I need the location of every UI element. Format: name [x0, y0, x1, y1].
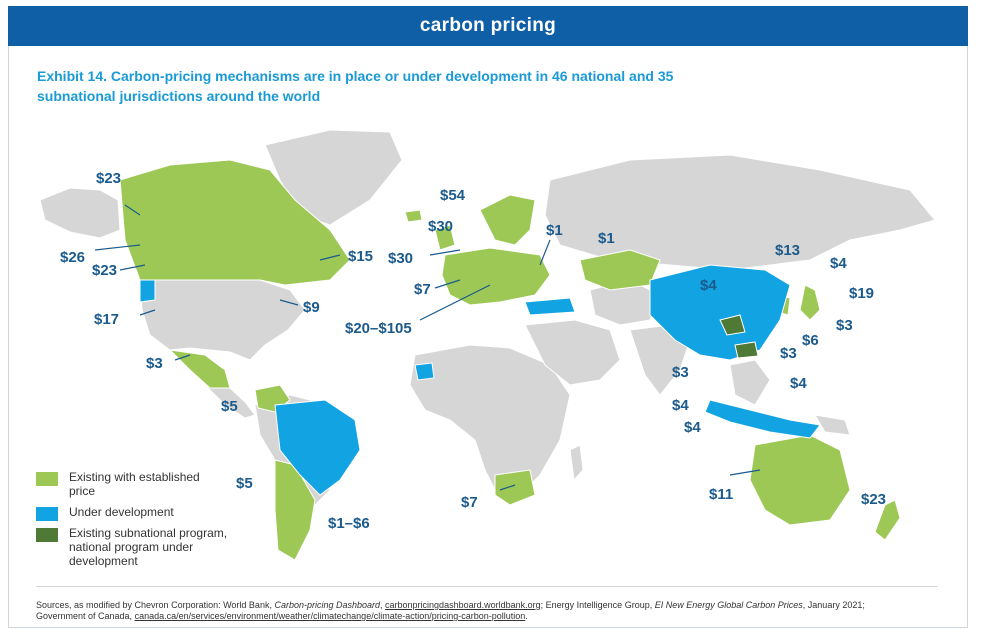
- south-africa: [494, 469, 536, 506]
- section-banner: carbon pricing: [8, 6, 968, 46]
- price-label-guangdong: $4: [790, 375, 807, 392]
- usa: [139, 279, 306, 361]
- australia: [749, 434, 851, 526]
- price-label-sweden: $54: [440, 187, 466, 204]
- sources-mid: ; Energy Intelligence Group,: [540, 600, 655, 610]
- legend-swatch-existing: [36, 472, 58, 486]
- china-hubei: [719, 314, 746, 336]
- papua-new-guinea: [814, 414, 851, 436]
- price-label-argentina: $1–$6: [328, 515, 370, 532]
- legend-item-subnational: Existing subnational program, national p…: [36, 526, 229, 568]
- banner-title: carbon pricing: [419, 15, 557, 36]
- china-guangdong: [734, 341, 759, 359]
- price-label-south-africa: $7: [461, 494, 478, 511]
- price-label-mexico: $3: [146, 355, 163, 372]
- iceland: [404, 209, 423, 223]
- price-label-fujian: $3: [780, 345, 797, 362]
- sources-ei-title: EI New Energy Global Carbon Prices: [654, 600, 803, 610]
- sources-divider: [36, 586, 938, 587]
- sources-wb-title: Carbon-pricing Dashboard: [274, 600, 381, 610]
- europe-west: [441, 247, 551, 306]
- price-label-china-north: $13: [775, 242, 800, 259]
- price-labels: $23 $26 $23 $17 $3 $15 $9 $5 $5 $1–$6 $5…: [60, 170, 886, 532]
- price-label-chongqing: $3: [672, 364, 689, 381]
- price-label-ukraine: $1: [546, 222, 563, 239]
- madagascar: [569, 444, 584, 482]
- turkey: [524, 297, 576, 316]
- price-label-australia: $11: [709, 486, 733, 503]
- southeast-asia: [729, 359, 771, 406]
- map-legend: Existing with established price Under de…: [36, 470, 229, 575]
- price-label-korea: $19: [849, 285, 874, 302]
- price-label-hubei: $4: [672, 397, 689, 414]
- price-label-alberta: $23: [96, 170, 121, 187]
- price-label-new-zealand: $23: [861, 491, 886, 508]
- price-label-japan: $3: [836, 317, 853, 334]
- legend-swatch-under-development: [36, 507, 58, 521]
- africa: [409, 344, 571, 501]
- price-label-kazakhstan: $1: [598, 230, 615, 247]
- world-map: $23 $26 $23 $17 $3 $15 $9 $5 $5 $1–$6 $5…: [39, 129, 936, 561]
- middle-east: [524, 319, 621, 386]
- sources-mid2: , January 2021;: [802, 600, 865, 610]
- sources-gc-link[interactable]: canada.ca/en/services/environment/weathe…: [134, 611, 526, 621]
- europe-scandinavia: [479, 194, 536, 246]
- price-label-eu: $20–$105: [345, 320, 412, 337]
- price-label-shenzhen: $4: [684, 419, 701, 436]
- price-label-bc: $26: [60, 249, 85, 266]
- price-label-uk: $30: [388, 250, 413, 267]
- price-label-chile: $5: [236, 475, 253, 492]
- sources-lead: Sources, as modified by Chevron Corporat…: [36, 600, 275, 610]
- price-label-shanghai: $6: [802, 332, 819, 349]
- indonesia: [704, 399, 821, 439]
- price-label-rggi: $9: [303, 299, 320, 316]
- sources-end: .: [525, 611, 528, 621]
- legend-label-subnational: Existing subnational program, national p…: [69, 526, 228, 568]
- legend-item-existing: Existing with established price: [36, 470, 229, 498]
- legend-swatch-subnational: [36, 528, 58, 542]
- cote-divoire: [414, 362, 435, 381]
- price-label-quebec: $15: [348, 248, 373, 265]
- uk: [434, 224, 456, 251]
- legend-label-under-development: Under development: [69, 505, 174, 519]
- countries-existing: [119, 159, 901, 561]
- sources-sep1: ,: [380, 600, 386, 610]
- china: [649, 264, 791, 361]
- price-label-korea-east: $4: [830, 255, 847, 272]
- legend-item-under-development: Under development: [36, 505, 229, 521]
- price-label-canada-west: $23: [92, 262, 117, 279]
- price-label-portugal: $7: [414, 281, 431, 298]
- price-label-california: $17: [94, 311, 119, 328]
- exhibit-title: Exhibit 14. Carbon-pricing mechanisms ar…: [37, 68, 674, 104]
- legend-label-existing: Existing with established price: [69, 470, 200, 498]
- japan: [799, 284, 821, 321]
- sources-line2: Government of Canada,: [36, 611, 135, 621]
- countries-subnational: [719, 314, 759, 359]
- price-label-colombia: $5: [221, 398, 238, 415]
- alaska: [39, 187, 121, 239]
- price-label-china-beijing: $4: [700, 277, 717, 294]
- oregon-washington: [139, 279, 156, 303]
- mexico: [168, 349, 231, 389]
- new-zealand: [874, 499, 901, 541]
- sources-note: Sources, as modified by Chevron Corporat…: [36, 600, 946, 622]
- countries-under-development: [139, 264, 821, 496]
- sources-wb-link[interactable]: carbonpricingdashboard.worldbank.org: [385, 600, 541, 610]
- price-label-norway: $30: [428, 218, 453, 235]
- leader-lines: [94, 204, 761, 491]
- russia: [544, 154, 936, 271]
- kazakhstan: [579, 249, 661, 291]
- countries-no-program: [39, 129, 936, 506]
- brazil: [274, 399, 361, 496]
